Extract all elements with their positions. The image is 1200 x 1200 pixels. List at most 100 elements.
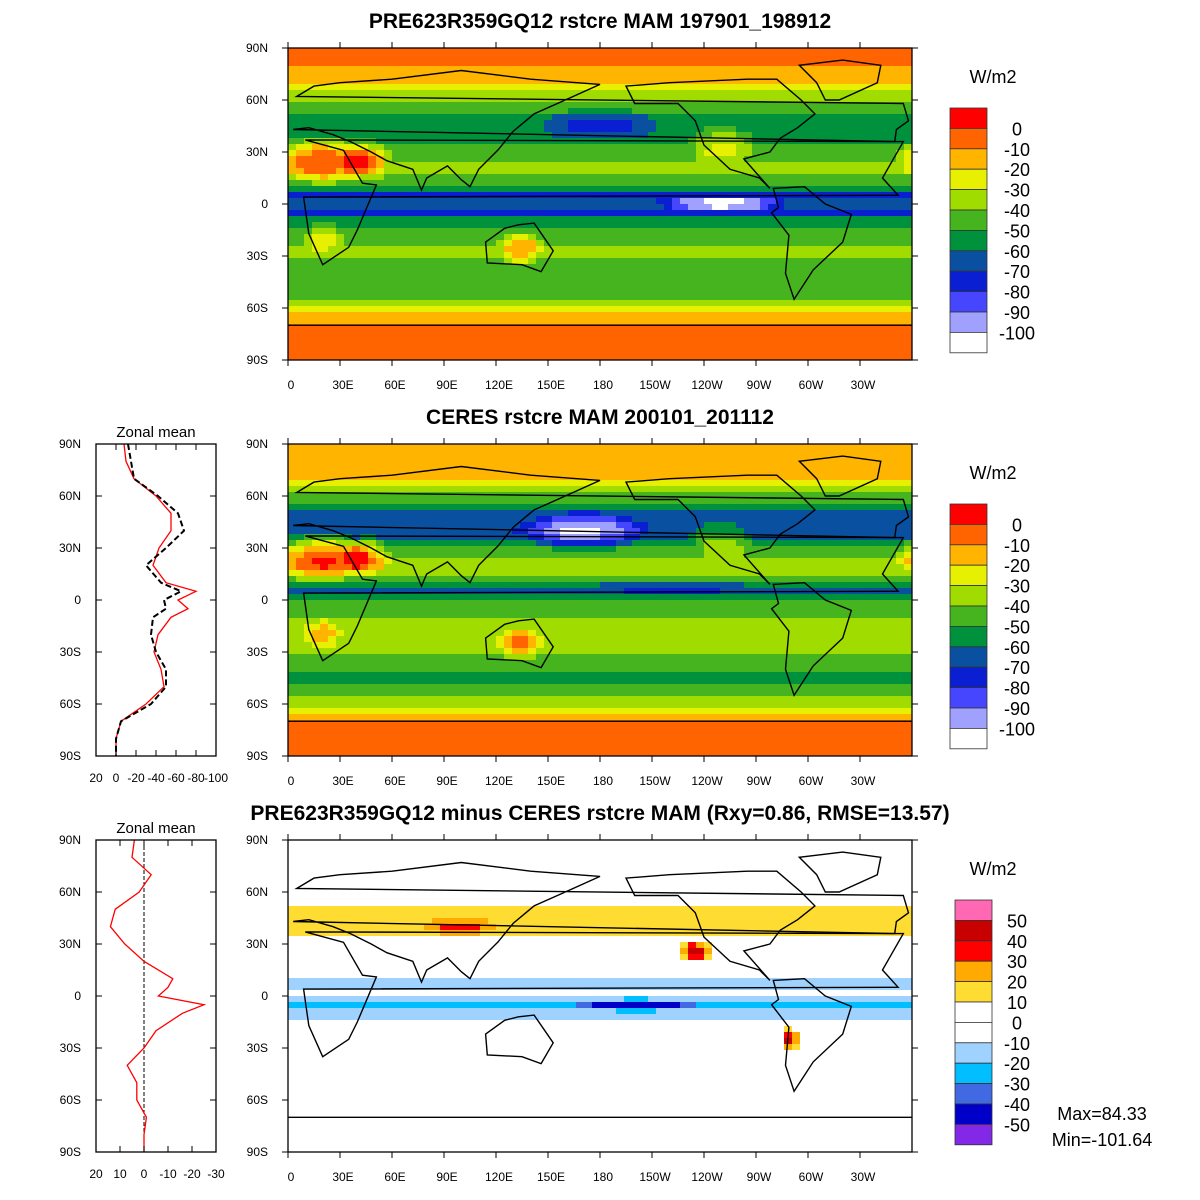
map-cell [296, 102, 305, 109]
map-cell [792, 114, 801, 121]
map-cell [320, 474, 329, 481]
map-cell [800, 66, 809, 73]
map-cell [704, 132, 713, 139]
map-cell [360, 216, 369, 223]
map-cell [840, 126, 849, 133]
map-cell [384, 450, 393, 457]
map-cell [424, 54, 433, 61]
map-cell [536, 198, 545, 205]
map-cell [328, 174, 337, 181]
map-cell [848, 282, 857, 289]
map-cell [704, 444, 713, 451]
map-cell [784, 198, 793, 205]
map-cell [552, 66, 561, 73]
map-cell [624, 222, 633, 229]
map-cell [656, 132, 665, 139]
map-cell [888, 474, 897, 481]
map-cell [768, 462, 777, 469]
map-cell [416, 486, 425, 493]
map-cell [816, 486, 825, 493]
map-cell [320, 258, 329, 265]
map-cell [720, 312, 729, 319]
map-cell [832, 66, 841, 73]
map-cell [776, 348, 785, 355]
map-cell [632, 486, 641, 493]
map-cell [784, 120, 793, 127]
map-cell [672, 120, 681, 127]
map-cell [728, 246, 737, 253]
map-cell [408, 210, 417, 217]
map-cell [488, 306, 497, 313]
map-cell [712, 450, 721, 457]
map-cell [416, 234, 425, 241]
map-cell [432, 210, 441, 217]
map-cell [600, 444, 609, 451]
map-cell [808, 258, 817, 265]
map-cell [448, 270, 457, 277]
map-cell [592, 450, 601, 457]
map-cell [672, 126, 681, 133]
map-cell [440, 444, 449, 451]
map-cell [512, 282, 521, 289]
map-cell [456, 300, 465, 307]
map-cell [664, 228, 673, 235]
map-cell [656, 210, 665, 217]
map-cell [680, 228, 689, 235]
map-cell [560, 114, 569, 121]
map-cell [296, 240, 305, 247]
map-cell [480, 72, 489, 79]
map-cell [360, 156, 369, 163]
map-cell [720, 498, 729, 505]
map-cell [672, 72, 681, 79]
map-cell [336, 246, 345, 253]
lon-tick-label: 180 [593, 378, 613, 392]
map-cell [304, 84, 313, 91]
map-cell [880, 342, 889, 349]
map-cell [376, 492, 385, 499]
map-cell [568, 318, 577, 325]
map-cell [768, 96, 777, 103]
map-cell [656, 90, 665, 97]
map-cell [688, 348, 697, 355]
map-cell [560, 120, 569, 127]
map-cell [400, 258, 409, 265]
map-cell [352, 294, 361, 301]
map-cell [608, 318, 617, 325]
map-cell [496, 54, 505, 61]
map-cell [400, 498, 409, 505]
map-cell [368, 78, 377, 85]
map-cell [600, 246, 609, 253]
map-cell [624, 120, 633, 127]
map-cell [688, 84, 697, 91]
map-cell [832, 144, 841, 151]
map-cell [856, 126, 865, 133]
map-cell [288, 318, 297, 325]
map-cell [712, 150, 721, 157]
map-cell [312, 186, 321, 193]
map-cell [616, 342, 625, 349]
map-cell [824, 336, 833, 343]
map-cell [520, 504, 529, 511]
map-cell [312, 114, 321, 121]
map-cell [848, 264, 857, 271]
map-cell [792, 60, 801, 67]
map-cell [808, 216, 817, 223]
map-cell [736, 246, 745, 253]
map-cell [800, 114, 809, 121]
map-cell [536, 84, 545, 91]
map-cell [592, 504, 601, 511]
map-cell [696, 318, 705, 325]
map-cell [624, 498, 633, 505]
map-cell [408, 444, 417, 451]
map-cell [616, 48, 625, 55]
map-cell [376, 348, 385, 355]
map-cell [648, 72, 657, 79]
map-cell [632, 126, 641, 133]
map-cell [352, 258, 361, 265]
map-cell [400, 318, 409, 325]
map-cell [800, 198, 809, 205]
map-cell [592, 54, 601, 61]
map-cell [864, 348, 873, 355]
map-cell [880, 240, 889, 247]
map-cell [512, 78, 521, 85]
